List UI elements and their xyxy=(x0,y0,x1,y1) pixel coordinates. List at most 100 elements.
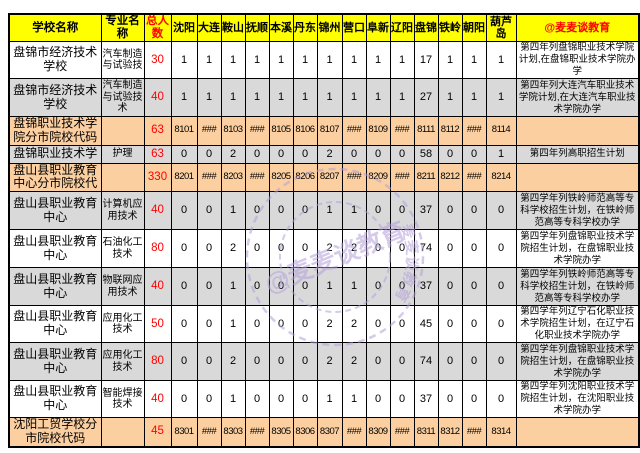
table-row: 盘山县职业教育中心 计算机应用技术 40 0 0 1 0 0 0 1 1 0 0 37 0 0 0 第四学年列铁岭… xyxy=(8,191,640,231)
cell-major xyxy=(100,162,145,193)
cell-city-value: 2 xyxy=(316,305,343,344)
cell-school: 沈阳工贸学校分市院校代码 xyxy=(8,417,102,448)
cell-city-value: ### xyxy=(389,162,415,193)
cell-city-value: ### xyxy=(389,417,415,448)
cell-remark xyxy=(515,162,640,193)
cell-city-value: 0 xyxy=(244,305,270,344)
cell-remark: 第四学年列盘锦职业技术学院招生计划，在盘锦职业技术学院办学 xyxy=(515,342,640,382)
cell-city-value: 1 xyxy=(316,41,343,80)
cell-city-value: 45 xyxy=(413,305,439,344)
cell-city-value: 0 xyxy=(244,191,270,231)
cell-city-value: 1 xyxy=(341,78,367,118)
cell-city-value: 0 xyxy=(389,342,415,382)
cell-city-value: 0 xyxy=(365,305,391,344)
cell-major: 应用化工技术 xyxy=(100,305,145,344)
cell-major: 物联网应用技术 xyxy=(100,267,145,307)
header-city-6: 丹东 xyxy=(292,13,318,43)
cell-remark: 第四学年列铁岭师范高等专科学校招生计划，在铁岭师范高等专科学校办学 xyxy=(515,191,640,231)
cell-city-value: 1 xyxy=(341,41,367,80)
table-row: 盘锦市经济技术学校 汽车制造与试验技术 40 1 1 1 1 1 1 1 1 1 1 27 1 1 1 第四年列大… xyxy=(8,78,640,118)
cell-city-value: 0 xyxy=(244,380,270,419)
cell-city-value: ### xyxy=(461,417,487,448)
cell-city-value: 74 xyxy=(413,229,439,269)
cell-city-value: ### xyxy=(341,162,367,193)
header-row: 学校名称 专业名称 总人数 沈阳 大连 鞍山 抚顺 本溪 丹东 锦州 营口 阜新 辽阳 盘锦 铁岭 朝阳 葫芦岛… xyxy=(8,13,640,43)
header-city-11: 盘锦 xyxy=(413,13,439,43)
cell-city-value: 1 xyxy=(365,78,391,118)
cell-city-value: 0 xyxy=(292,342,318,382)
cell-city-value: ### xyxy=(196,162,222,193)
cell-city-value: 1 xyxy=(389,78,415,118)
cell-total: 45 xyxy=(143,417,172,448)
cell-city-value: 8207 xyxy=(316,162,343,193)
cell-total: 330 xyxy=(143,162,172,193)
cell-city-value: 0 xyxy=(292,191,318,231)
cell-city-value: 1 xyxy=(268,41,294,80)
cell-city-value: 37 xyxy=(413,191,439,231)
cell-city-value: 0 xyxy=(341,144,367,164)
cell-city-value: 2 xyxy=(341,229,367,269)
cell-city-value: 17 xyxy=(413,41,439,80)
cell-city-value: ### xyxy=(244,162,270,193)
table-header: 学校名称 专业名称 总人数 沈阳 大连 鞍山 抚顺 本溪 丹东 锦州 营口 阜新 辽阳 盘锦 铁岭 朝阳 葫芦岛… xyxy=(8,13,640,43)
cell-city-value: 0 xyxy=(170,342,198,382)
header-city-9: 阜新 xyxy=(365,13,391,43)
cell-city-value: 1 xyxy=(485,41,517,80)
cell-remark: 第四年列高职招生计划 xyxy=(515,144,640,164)
cell-city-value: 0 xyxy=(485,267,517,307)
data-table: 学校名称 专业名称 总人数 沈阳 大连 鞍山 抚顺 本溪 丹东 锦州 营口 阜新 辽阳 盘锦 铁岭 朝阳 葫芦岛… xyxy=(8,13,640,448)
cell-city-value: 2 xyxy=(341,305,367,344)
cell-city-value: 8106 xyxy=(292,116,318,146)
cell-city-value: 8114 xyxy=(485,116,517,146)
cell-major: 计算机应用技术 xyxy=(100,191,145,231)
cell-city-value: 0 xyxy=(437,380,463,419)
cell-city-value: 1 xyxy=(316,267,343,307)
cell-city-value: 2 xyxy=(316,144,343,164)
cell-city-value: 0 xyxy=(292,305,318,344)
table-row: 盘锦市经济技术学校 汽车制造与试验技 30 1 1 1 1 1 1 1 1 1 1 17 1 1 1 第四年列盘锦… xyxy=(8,41,640,80)
table-row: 盘山县职业教育中心分市院校代 330 8201 ### 8203 ### 8205 8206 8… xyxy=(8,162,640,193)
cell-city-value: 0 xyxy=(244,229,270,269)
cell-city-value: 0 xyxy=(437,229,463,269)
cell-city-value: 8312 xyxy=(437,417,463,448)
cell-city-value: 0 xyxy=(485,229,517,269)
header-city-3: 鞍山 xyxy=(220,13,246,43)
cell-city-value: 1 xyxy=(461,78,487,118)
cell-city-value: 8214 xyxy=(485,162,517,193)
cell-total: 40 xyxy=(143,267,172,307)
header-city-2: 大连 xyxy=(196,13,222,43)
cell-city-value: 8111 xyxy=(413,116,439,146)
cell-city-value: 0 xyxy=(196,305,222,344)
cell-city-value: 1 xyxy=(196,41,222,80)
table-row: 盘山县职业教育中心 物联网应用技术 40 0 0 1 0 0 0 1 1 0 0 37 0 0 0 第四学年列铁岭… xyxy=(8,267,640,307)
cell-city-value: ### xyxy=(389,116,415,146)
cell-city-value: 1 xyxy=(220,380,246,419)
cell-city-value: 0 xyxy=(170,380,198,419)
cell-total: 30 xyxy=(143,41,172,80)
cell-city-value: 1 xyxy=(220,305,246,344)
cell-city-value: 0 xyxy=(268,191,294,231)
cell-major: 护理 xyxy=(100,144,145,164)
cell-remark: 第四学年列沈阳职业技术学院招生计划，在沈阳职业技术学院办学 xyxy=(515,380,640,419)
cell-city-value: 0 xyxy=(365,342,391,382)
table-row: 盘锦职业技术学院分市院校代码 63 8101 ### 8103 ### 8105 8106 81… xyxy=(8,116,640,146)
cell-city-value: 1 xyxy=(244,41,270,80)
cell-city-value: 0 xyxy=(437,342,463,382)
header-city-1: 沈阳 xyxy=(170,13,198,43)
cell-city-value: 8306 xyxy=(292,417,318,448)
cell-city-value: 8301 xyxy=(170,417,198,448)
cell-city-value: 2 xyxy=(341,342,367,382)
cell-city-value: 0 xyxy=(461,342,487,382)
cell-city-value: 1 xyxy=(341,380,367,419)
cell-city-value: 37 xyxy=(413,380,439,419)
cell-total: 80 xyxy=(143,342,172,382)
header-city-10: 辽阳 xyxy=(389,13,415,43)
table-row: 盘锦职业技术学 护理 63 0 0 2 0 0 0 2 0 0 0 58 0 0 1 第四年列高职招生计划 xyxy=(8,144,640,164)
cell-school: 盘山县职业教育中心分市院校代 xyxy=(8,162,102,193)
cell-school: 盘锦职业技术学院分市院校代码 xyxy=(8,116,102,146)
cell-remark: 第四年列盘锦职业技术学院计划,在盘锦职业技术学院办学 xyxy=(515,41,640,80)
cell-city-value: 0 xyxy=(244,267,270,307)
cell-city-value: 8309 xyxy=(365,417,391,448)
cell-city-value: 1 xyxy=(316,191,343,231)
